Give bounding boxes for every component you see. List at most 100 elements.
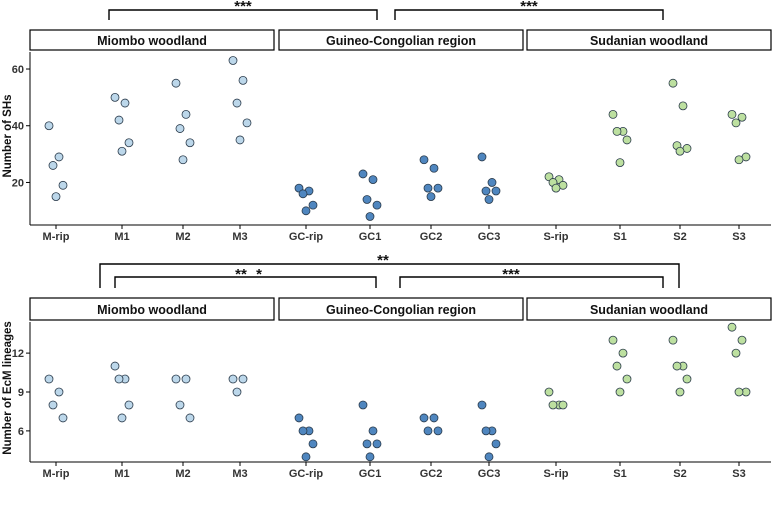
data-point [181, 109, 191, 119]
y-tick-label: 6 [18, 426, 24, 438]
significance-label: *** [502, 266, 520, 283]
data-point [238, 374, 248, 384]
data-point [682, 374, 692, 384]
x-tick-label: S2 [673, 468, 686, 480]
x-tick-label: M2 [175, 468, 190, 480]
data-point [185, 138, 195, 148]
data-point [668, 78, 678, 88]
data-point [120, 98, 130, 108]
data-point [185, 413, 195, 423]
data-point [429, 163, 439, 173]
data-point [737, 335, 747, 345]
y-tick-label: 9 [18, 387, 24, 399]
y-tick-label: 12 [12, 348, 24, 360]
x-tick-label: GC3 [478, 468, 501, 480]
x-tick-label: GC2 [420, 231, 443, 243]
data-point [727, 322, 737, 332]
data-point [433, 183, 443, 193]
panel-shs: Miombo woodland Guineo-Congolian region … [2, 0, 772, 243]
data-point [110, 361, 120, 371]
data-point [484, 195, 494, 204]
data-point [481, 186, 491, 196]
data-point [544, 387, 554, 397]
data-point [477, 400, 487, 410]
data-point [308, 200, 318, 210]
data-point [372, 200, 382, 210]
data-point [491, 439, 501, 449]
data-point [551, 183, 561, 193]
data-point [423, 183, 433, 193]
data-point [175, 124, 185, 133]
data-point [54, 387, 64, 397]
data-point [308, 439, 318, 449]
significance-bracket [99, 263, 680, 288]
data-point [615, 158, 625, 168]
y-axis-title: Number of SHs [2, 94, 14, 177]
data-point [372, 439, 382, 449]
data-point [426, 192, 436, 202]
data-point [110, 92, 120, 102]
data-point [731, 118, 741, 128]
data-point [481, 426, 491, 436]
x-tick-label: GC2 [420, 468, 443, 480]
data-point [362, 195, 372, 204]
data-point [58, 180, 68, 190]
panel-ecm: Miombo woodland Guineo-Congolian region … [2, 252, 772, 480]
x-tick-label: M-rip [43, 231, 70, 243]
data-point [423, 426, 433, 436]
data-point [608, 335, 618, 345]
x-tick-label: GC-rip [289, 231, 324, 243]
y-tick-label: 20 [12, 177, 24, 189]
significance-bracket [399, 276, 664, 288]
data-point [117, 146, 127, 156]
strip-label-miombo: Miombo woodland [97, 34, 207, 48]
data-point [672, 361, 682, 371]
significance-label: ** [377, 252, 389, 269]
significance-bracket [108, 9, 378, 20]
data-point [175, 400, 185, 410]
data-point [235, 135, 245, 145]
data-point [622, 135, 632, 145]
data-point [54, 152, 64, 162]
data-point [294, 413, 304, 423]
x-tick-label: M1 [114, 231, 129, 243]
data-point [608, 109, 618, 119]
data-point [58, 413, 68, 423]
significance-label: ** [235, 266, 247, 283]
strip-label-sudanian: Sudanian woodland [590, 303, 708, 317]
data-point [114, 374, 124, 384]
x-tick-label: M3 [232, 231, 247, 243]
data-point [668, 335, 678, 345]
data-point [365, 452, 375, 462]
data-point [612, 361, 622, 371]
x-tick-label: S3 [732, 468, 745, 480]
data-point [51, 192, 61, 202]
data-point [358, 169, 368, 179]
data-point [734, 387, 744, 397]
strip-label-guineo-congolian: Guineo-Congolian region [326, 34, 476, 48]
x-tick-label: M3 [232, 468, 247, 480]
y-tick-label: 60 [12, 64, 24, 76]
data-point [737, 112, 747, 122]
data-point [622, 374, 632, 384]
data-point [48, 400, 58, 410]
x-tick-label: M-rip [43, 468, 70, 480]
data-point [675, 146, 685, 156]
data-point [114, 115, 124, 125]
data-point [124, 400, 134, 410]
data-point [419, 155, 429, 165]
data-point [178, 155, 188, 165]
data-point [429, 413, 439, 423]
x-tick-label: S1 [613, 468, 626, 480]
data-point [365, 212, 375, 221]
data-point [477, 152, 487, 162]
data-point [419, 413, 429, 423]
x-tick-label: GC1 [359, 231, 382, 243]
x-tick-label: M2 [175, 231, 190, 243]
data-point [242, 118, 252, 128]
significance-label: *** [234, 0, 252, 15]
data-point [678, 101, 688, 111]
x-tick-label: S-rip [543, 231, 568, 243]
data-point [618, 348, 628, 358]
